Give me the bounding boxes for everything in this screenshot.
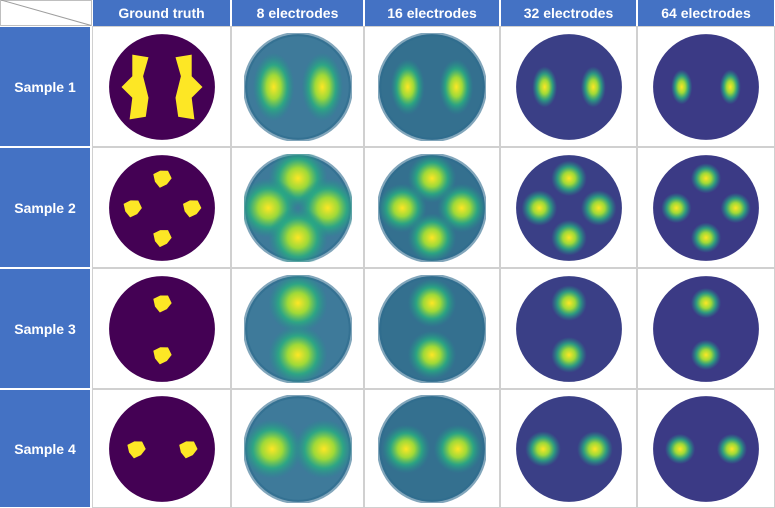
image-cell xyxy=(500,268,637,389)
column-header: 64 electrodes xyxy=(638,0,774,26)
reconstruction-map xyxy=(243,274,352,383)
image-cell xyxy=(637,147,775,268)
image-cell xyxy=(637,389,775,508)
image-cell xyxy=(500,389,637,508)
image-cell xyxy=(364,268,500,389)
corner-diagonal xyxy=(1,0,91,26)
reconstruction-map xyxy=(378,153,486,262)
corner-cell xyxy=(0,0,92,26)
column-header: 16 electrodes xyxy=(365,0,499,26)
reconstruction-map xyxy=(515,395,622,502)
image-cell xyxy=(364,147,500,268)
row-header: Sample 2 xyxy=(0,148,90,267)
reconstruction-map xyxy=(378,32,486,141)
image-cell xyxy=(500,26,637,147)
image-cell xyxy=(92,389,231,508)
ground-truth-map xyxy=(108,395,215,502)
image-cell xyxy=(231,389,364,508)
image-cell xyxy=(364,26,500,147)
row-header: Sample 1 xyxy=(0,27,90,146)
image-cell xyxy=(637,26,775,147)
image-cell xyxy=(231,26,364,147)
reconstruction-map xyxy=(243,153,352,262)
ground-truth-map xyxy=(108,154,215,261)
reconstruction-map xyxy=(653,154,759,261)
reconstruction-map xyxy=(653,33,759,140)
image-cell xyxy=(92,147,231,268)
reconstruction-map xyxy=(653,275,759,382)
row-header: Sample 3 xyxy=(0,269,90,388)
row-header: Sample 4 xyxy=(0,390,90,507)
reconstruction-map xyxy=(515,33,622,140)
ground-truth-map xyxy=(108,275,215,382)
reconstruction-map xyxy=(515,275,622,382)
reconstruction-map xyxy=(378,274,486,383)
image-cell xyxy=(231,268,364,389)
reconstruction-map xyxy=(378,394,486,503)
column-header: Ground truth xyxy=(93,0,230,26)
image-cell xyxy=(637,268,775,389)
image-cell xyxy=(92,26,231,147)
image-cell xyxy=(500,147,637,268)
reconstruction-map xyxy=(653,395,759,502)
image-cell xyxy=(364,389,500,508)
reconstruction-map xyxy=(243,32,352,141)
image-cell xyxy=(92,268,231,389)
column-header: 8 electrodes xyxy=(232,0,363,26)
reconstruction-map xyxy=(243,394,352,503)
image-cell xyxy=(231,147,364,268)
reconstruction-map xyxy=(515,154,622,261)
column-header: 32 electrodes xyxy=(501,0,636,26)
ground-truth-map xyxy=(108,33,215,140)
